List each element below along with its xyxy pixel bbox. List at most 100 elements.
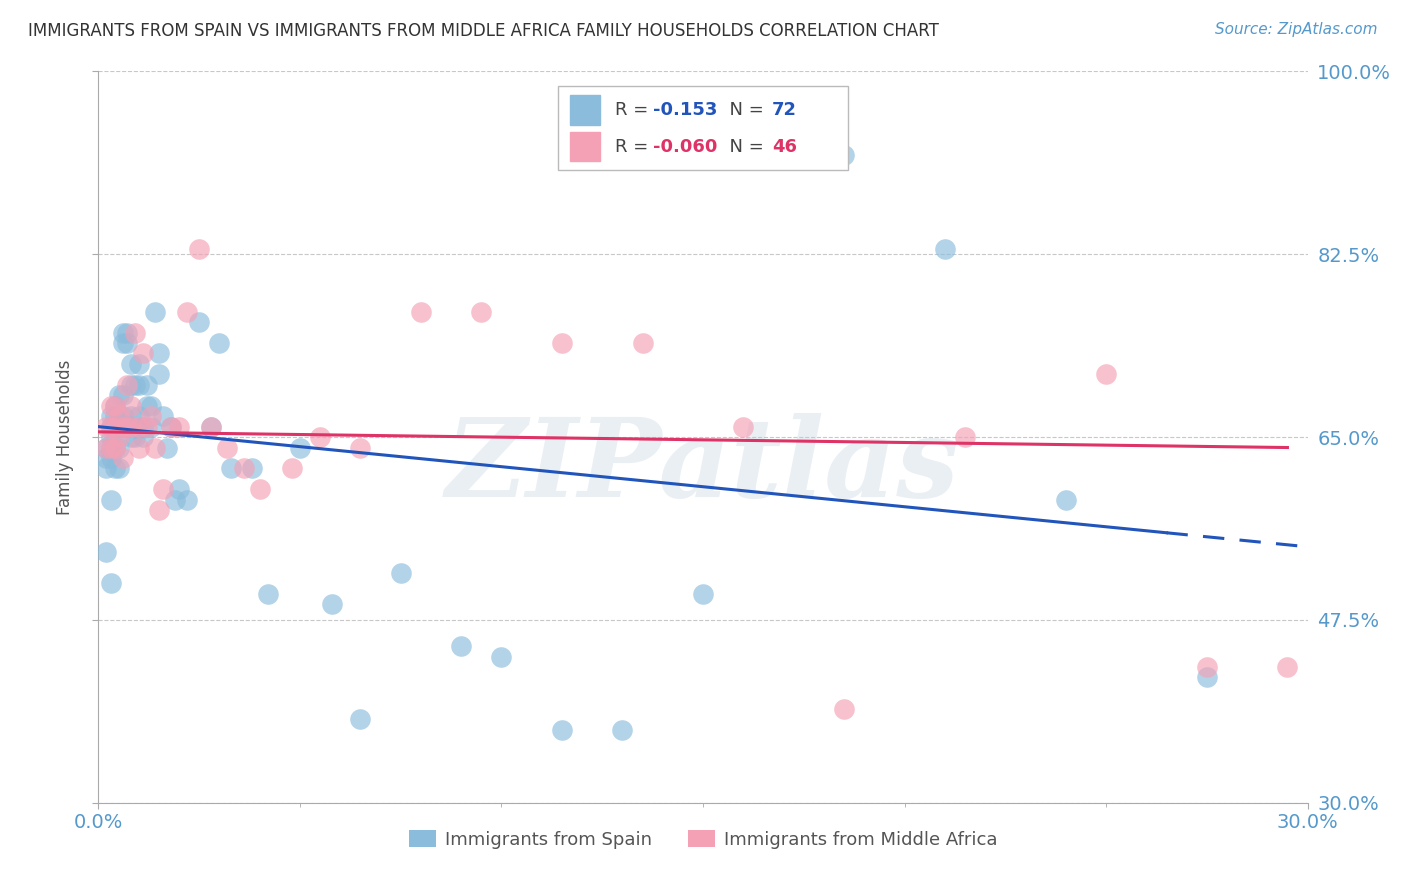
Point xyxy=(832,148,855,162)
Point xyxy=(115,419,138,434)
Point xyxy=(167,483,190,497)
Point xyxy=(934,242,956,256)
Point xyxy=(135,377,157,392)
Point xyxy=(124,377,146,392)
Point xyxy=(470,304,492,318)
Point xyxy=(217,441,239,455)
Point xyxy=(1195,670,1218,684)
Point xyxy=(107,430,129,444)
Point xyxy=(160,419,183,434)
FancyBboxPatch shape xyxy=(569,132,600,161)
Point xyxy=(111,336,134,351)
Text: -0.060: -0.060 xyxy=(654,137,718,156)
Point xyxy=(188,315,211,329)
Point xyxy=(96,441,118,455)
Point xyxy=(143,304,166,318)
Point xyxy=(100,430,122,444)
Point xyxy=(551,336,574,351)
Point xyxy=(733,419,755,434)
Point xyxy=(103,419,125,434)
Point xyxy=(100,419,122,434)
Point xyxy=(551,723,574,737)
Point xyxy=(176,492,198,507)
Point xyxy=(132,346,155,360)
Point xyxy=(148,368,170,382)
Point xyxy=(111,326,134,340)
Point xyxy=(111,419,134,434)
Point xyxy=(132,430,155,444)
Point xyxy=(135,399,157,413)
Text: N =: N = xyxy=(717,101,769,120)
Point xyxy=(100,399,122,413)
Text: Source: ZipAtlas.com: Source: ZipAtlas.com xyxy=(1215,22,1378,37)
Point xyxy=(1095,368,1118,382)
Legend: Immigrants from Spain, Immigrants from Middle Africa: Immigrants from Spain, Immigrants from M… xyxy=(401,823,1005,856)
Y-axis label: Family Households: Family Households xyxy=(56,359,75,515)
Point xyxy=(107,409,129,424)
Point xyxy=(389,566,412,580)
Point xyxy=(160,419,183,434)
Point xyxy=(692,587,714,601)
Point xyxy=(115,419,138,434)
Point xyxy=(111,409,134,424)
Point xyxy=(96,441,118,455)
Text: R =: R = xyxy=(614,101,654,120)
Point xyxy=(240,461,263,475)
Point xyxy=(100,576,122,591)
Point xyxy=(135,419,157,434)
Point xyxy=(143,441,166,455)
Point xyxy=(96,450,118,465)
Point xyxy=(100,441,122,455)
Point xyxy=(288,441,311,455)
Point xyxy=(832,702,855,716)
Point xyxy=(953,430,976,444)
Point xyxy=(152,483,174,497)
Point xyxy=(103,399,125,413)
Point xyxy=(111,388,134,402)
Point xyxy=(128,409,150,424)
Point xyxy=(232,461,254,475)
Point xyxy=(100,492,122,507)
Point xyxy=(107,409,129,424)
Point xyxy=(120,430,142,444)
Point xyxy=(491,649,513,664)
Point xyxy=(103,461,125,475)
Point xyxy=(1054,492,1077,507)
Point xyxy=(321,597,343,611)
Point xyxy=(120,409,142,424)
Point xyxy=(631,336,654,351)
Point xyxy=(120,419,142,434)
Point xyxy=(409,304,432,318)
Point xyxy=(152,409,174,424)
Text: 46: 46 xyxy=(772,137,797,156)
Text: ZIPatlas: ZIPatlas xyxy=(446,413,960,520)
Point xyxy=(128,441,150,455)
Point xyxy=(139,399,162,413)
Point xyxy=(148,346,170,360)
Point xyxy=(188,242,211,256)
Point xyxy=(163,492,186,507)
Point xyxy=(100,419,122,434)
Point xyxy=(107,419,129,434)
Point xyxy=(349,712,371,726)
Point xyxy=(309,430,332,444)
Point xyxy=(103,441,125,455)
Text: R =: R = xyxy=(614,137,654,156)
Point xyxy=(281,461,304,475)
Point xyxy=(107,441,129,455)
Point xyxy=(96,419,118,434)
Point xyxy=(752,127,775,141)
Text: 72: 72 xyxy=(772,101,797,120)
Point xyxy=(450,639,472,653)
Point xyxy=(128,357,150,371)
Point xyxy=(124,430,146,444)
Point xyxy=(221,461,243,475)
Point xyxy=(208,336,231,351)
Point xyxy=(139,419,162,434)
Text: IMMIGRANTS FROM SPAIN VS IMMIGRANTS FROM MIDDLE AFRICA FAMILY HOUSEHOLDS CORRELA: IMMIGRANTS FROM SPAIN VS IMMIGRANTS FROM… xyxy=(28,22,939,40)
Point xyxy=(167,419,190,434)
Point xyxy=(107,388,129,402)
Point xyxy=(100,450,122,465)
Text: -0.153: -0.153 xyxy=(654,101,718,120)
Point xyxy=(128,419,150,434)
